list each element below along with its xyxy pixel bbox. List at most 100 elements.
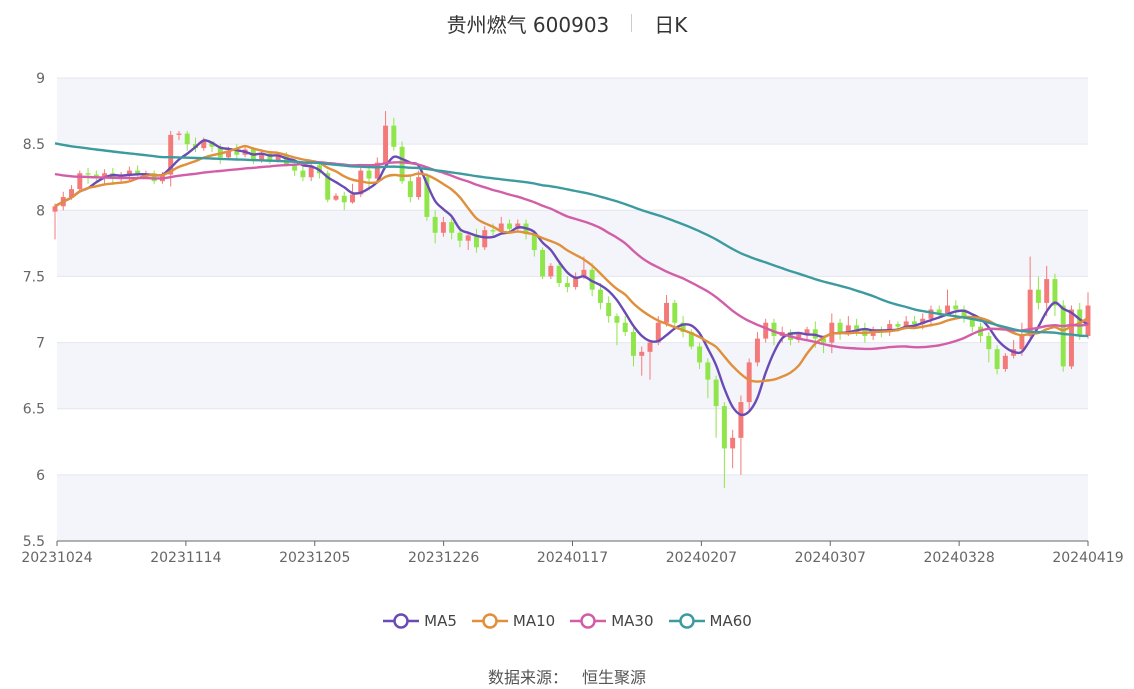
candle-body [201, 141, 207, 149]
candle-body [507, 223, 512, 229]
grid-band [57, 474, 1088, 541]
candle-body [945, 305, 950, 314]
candle [556, 260, 562, 288]
candle [234, 144, 240, 161]
candle-body [383, 125, 389, 163]
candle-body [126, 170, 132, 176]
legend-item-ma5[interactable]: MA5 [382, 612, 457, 630]
candle [664, 294, 670, 327]
candle-body [986, 335, 992, 350]
candle [589, 263, 595, 297]
legend-swatch-marker [393, 613, 409, 629]
legend-swatch [383, 613, 420, 629]
y-tick-label: 8.5 [23, 137, 45, 153]
candle [52, 203, 58, 240]
ma5-line [54, 139, 1089, 417]
candle [945, 289, 950, 317]
legend-swatch-marker [580, 613, 596, 629]
candle [473, 228, 479, 253]
candle [754, 331, 760, 367]
candle-body [821, 338, 827, 343]
candle-body [457, 232, 463, 241]
candle-body [449, 222, 455, 233]
candle [515, 219, 521, 232]
candle [1052, 273, 1058, 317]
candle [986, 331, 992, 363]
candle [680, 316, 686, 338]
candle-body [176, 133, 182, 135]
x-tick-label: 20231205 [279, 550, 350, 566]
y-tick-label: 7.5 [23, 269, 45, 285]
candle-body [424, 177, 430, 217]
candle-body [135, 170, 141, 175]
candle [1044, 265, 1050, 317]
candle-body [597, 289, 603, 303]
candle [432, 210, 438, 244]
candle [383, 111, 389, 167]
candle-body [771, 322, 777, 336]
candle-body [639, 351, 645, 356]
candle [1027, 256, 1033, 340]
x-tick-label: 20240328 [923, 550, 994, 566]
candle-body [548, 265, 554, 277]
x-tick-label: 20240307 [795, 550, 866, 566]
candle-body [631, 331, 636, 356]
candle [1035, 276, 1041, 310]
candle [746, 358, 752, 412]
y-tick-label: 9 [36, 71, 45, 87]
candle [341, 191, 347, 211]
candle [713, 375, 719, 438]
y-tick-label: 5.5 [23, 534, 45, 550]
x-tick-label: 20240419 [1052, 550, 1123, 566]
candle-body [333, 195, 339, 200]
candle-body [713, 379, 719, 407]
candle-body [168, 134, 174, 175]
candle [953, 300, 959, 317]
candle [300, 163, 306, 182]
legend-item-ma60[interactable]: MA60 [668, 612, 752, 630]
candle [738, 395, 744, 475]
chart-header: 贵州燃气 600903 日K [0, 8, 1134, 38]
candle [672, 300, 678, 330]
candle-body [407, 181, 413, 198]
candle-body [730, 437, 736, 449]
candle-body [1085, 305, 1091, 336]
source-label: 数据来源： [487, 668, 568, 687]
x-tick-label: 20240117 [537, 550, 608, 566]
candle-body [606, 302, 612, 317]
candle [465, 231, 471, 250]
candle [978, 322, 984, 343]
candle [928, 305, 934, 327]
legend-label: MA30 [611, 612, 654, 630]
candle [1060, 300, 1066, 372]
candle [730, 429, 736, 469]
chart-title: 贵州燃气 600903 [446, 12, 610, 37]
candle-body [622, 322, 628, 332]
candle-body [647, 342, 653, 352]
candle-body [581, 269, 587, 277]
legend-item-ma10[interactable]: MA10 [471, 612, 555, 630]
legend-label: MA60 [709, 612, 752, 630]
ma10-line [54, 144, 1089, 383]
y-tick-label: 6 [36, 468, 45, 484]
candle-body [854, 325, 860, 330]
candle [135, 165, 141, 179]
candle [961, 305, 967, 323]
legend-swatch [570, 613, 607, 629]
candle-body [300, 170, 306, 178]
candle-body [994, 349, 1000, 370]
candle [606, 296, 612, 323]
candle-body [614, 316, 620, 323]
candle [77, 170, 83, 192]
candle [697, 342, 703, 370]
candle-body [93, 174, 99, 178]
x-tick-label: 20231114 [150, 550, 221, 566]
candle-body [837, 322, 843, 332]
candle-body [911, 321, 917, 325]
candle-body [969, 316, 975, 327]
ma30-line [54, 160, 1089, 351]
candle-body [85, 173, 91, 175]
candle-body [804, 329, 810, 335]
legend-item-ma30[interactable]: MA30 [569, 612, 654, 630]
candle-body [1027, 289, 1033, 336]
